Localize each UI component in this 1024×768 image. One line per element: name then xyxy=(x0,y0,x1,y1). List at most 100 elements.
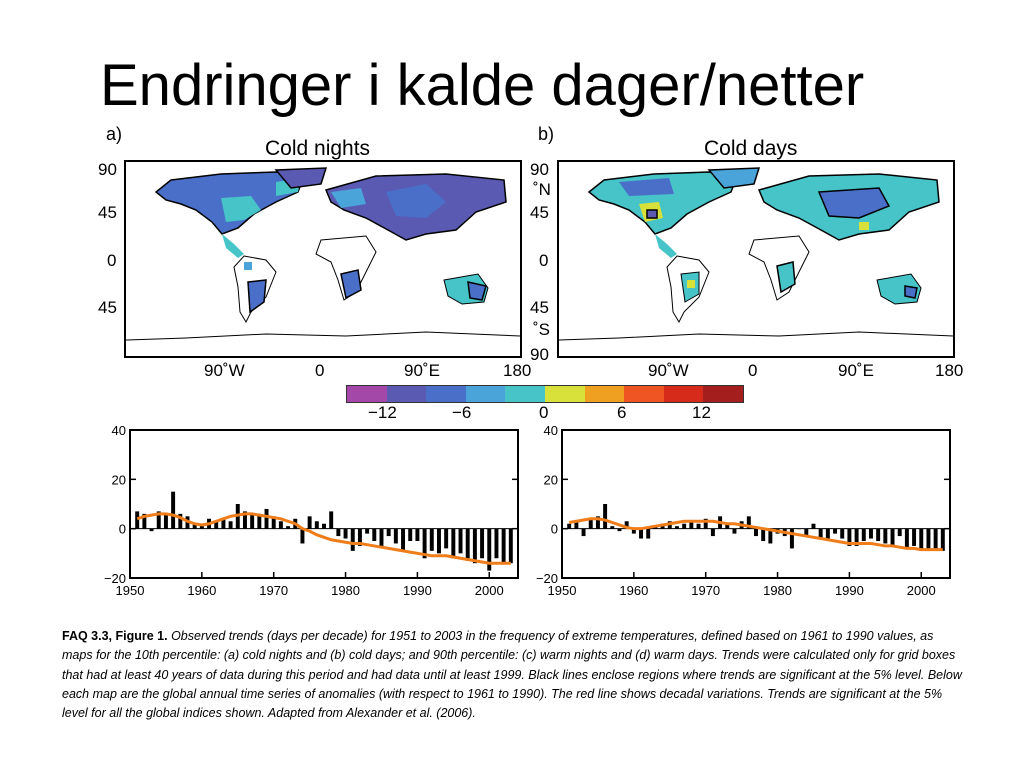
bar xyxy=(933,528,938,549)
bar xyxy=(271,516,276,529)
x-tick-label: 2000 xyxy=(475,583,504,598)
bar xyxy=(624,521,629,529)
figure-caption: FAQ 3.3, Figure 1. Observed trends (days… xyxy=(62,627,967,723)
map-cold-days xyxy=(557,160,955,358)
x-tick-label: 1960 xyxy=(187,583,216,598)
bar xyxy=(567,523,572,529)
bar xyxy=(422,528,427,559)
bar xyxy=(574,521,579,529)
plot-frame xyxy=(129,429,519,579)
x-tick-label: 1980 xyxy=(763,583,792,598)
bar xyxy=(436,528,441,554)
colorbar-swatch xyxy=(624,386,664,402)
bar xyxy=(811,523,816,529)
bar xyxy=(797,528,802,530)
bar xyxy=(242,511,247,529)
bar xyxy=(610,526,615,529)
bar xyxy=(393,528,398,544)
bar xyxy=(725,523,730,529)
x-tick-label: 1980 xyxy=(331,583,360,598)
bar xyxy=(401,528,406,551)
bar xyxy=(825,528,830,541)
x-tick-label: 1970 xyxy=(691,583,720,598)
lat-label: 45 xyxy=(530,203,549,222)
bar xyxy=(904,528,909,549)
bar xyxy=(472,528,477,564)
bar xyxy=(912,528,917,546)
bar xyxy=(286,526,291,529)
bar xyxy=(746,516,751,529)
bar xyxy=(264,508,269,529)
bar xyxy=(754,528,758,537)
bar xyxy=(833,528,838,534)
x-tick-label: 2000 xyxy=(907,583,936,598)
plot-frame xyxy=(561,429,951,579)
colorbar-tick: 12 xyxy=(692,403,711,422)
lat-label: 90 xyxy=(530,345,549,364)
bar xyxy=(703,518,708,529)
bar xyxy=(789,528,794,549)
lat-label: 45 xyxy=(530,298,549,317)
bar xyxy=(415,528,420,541)
bar xyxy=(696,523,701,529)
colorbar-swatch xyxy=(584,386,625,402)
bar xyxy=(876,528,881,541)
lat-label: ˚S xyxy=(533,320,550,339)
bar xyxy=(768,528,773,544)
lon-label: 180 xyxy=(503,361,532,380)
bar xyxy=(465,528,470,561)
bar xyxy=(581,528,586,537)
bar xyxy=(221,518,226,529)
bar xyxy=(603,504,608,529)
bar xyxy=(135,511,140,529)
bar xyxy=(329,511,334,529)
lon-label: 0 xyxy=(748,361,758,380)
bar xyxy=(156,511,161,529)
slide-title: Endringer i kalde dager/netter xyxy=(100,53,865,118)
decadal-line xyxy=(568,517,943,552)
bar xyxy=(919,528,924,551)
bar xyxy=(336,528,341,537)
colorbar-swatch xyxy=(663,386,704,402)
lon-label: 90˚E xyxy=(838,361,874,380)
bar xyxy=(458,528,463,554)
bar xyxy=(861,528,866,541)
bar xyxy=(357,528,362,546)
y-tick-label: −20 xyxy=(536,571,558,586)
y-tick-label: −20 xyxy=(104,571,126,586)
colorbar-tick: −12 xyxy=(368,403,397,422)
lon-label: 90˚E xyxy=(404,361,440,380)
bar xyxy=(631,528,636,534)
bar xyxy=(300,528,305,544)
bar xyxy=(840,528,845,539)
lat-label: 45 xyxy=(98,203,117,222)
bar xyxy=(487,528,492,571)
bar xyxy=(214,521,219,529)
bar xyxy=(940,528,945,551)
bar xyxy=(142,513,147,529)
bar xyxy=(451,528,456,559)
bar xyxy=(429,528,434,551)
x-tick-label: 1950 xyxy=(548,583,577,598)
bar xyxy=(379,528,384,546)
lat-label: ˚N xyxy=(533,180,551,199)
lat-label: 0 xyxy=(107,251,117,270)
bar xyxy=(178,513,183,529)
lon-label: 90˚W xyxy=(648,361,689,380)
bar xyxy=(617,528,622,532)
map-cold-nights xyxy=(124,160,522,358)
bar xyxy=(350,528,355,551)
colorbar-swatch xyxy=(703,386,743,402)
x-tick-label: 1990 xyxy=(835,583,864,598)
bar xyxy=(639,528,644,539)
bar xyxy=(408,528,413,541)
y-tick-label: 0 xyxy=(119,522,126,537)
colorbar-tick: −6 xyxy=(452,403,472,422)
bar xyxy=(386,528,391,537)
bar xyxy=(228,521,233,529)
x-tick-label: 1970 xyxy=(259,583,288,598)
y-tick-label: 40 xyxy=(544,423,558,438)
bar xyxy=(682,523,687,529)
bar xyxy=(444,528,449,549)
